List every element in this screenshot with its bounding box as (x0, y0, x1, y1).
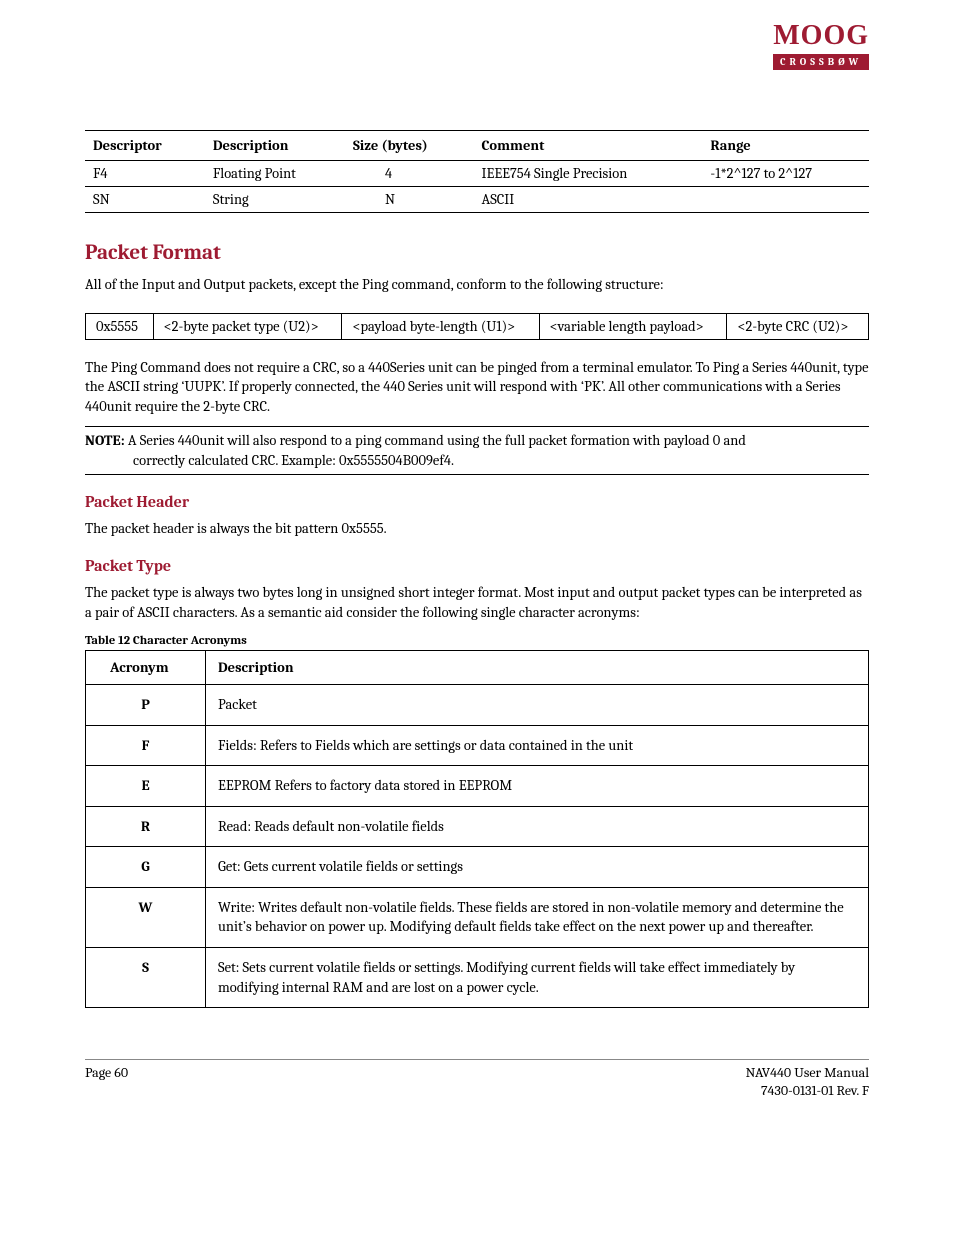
table-row: SN String N ASCII (85, 187, 869, 213)
col-range: Range (702, 131, 869, 161)
body-paragraph: The packet type is always two bytes long… (85, 583, 869, 622)
note-label: NOTE: (85, 432, 125, 449)
cell-acronym: R (86, 806, 206, 847)
cell-acronym: S (86, 948, 206, 1008)
note-box: NOTE: A Series 440unit will also respond… (85, 426, 869, 475)
logo-top: MOOG (773, 20, 869, 52)
footer-doc-rev: 7430-0131-01 Rev. F (746, 1082, 869, 1100)
cell-desc: Write: Writes default non-volatile field… (206, 887, 869, 947)
footer-doc-title: NAV440 User Manual (746, 1064, 869, 1082)
note-text-line1: A Series 440unit will also respond to a … (128, 432, 746, 449)
col-comment: Comment (474, 131, 703, 161)
section-heading: Packet Format (85, 241, 869, 265)
cell-desc: Packet (206, 685, 869, 726)
page-footer: Page 60 NAV440 User Manual 7430-0131-01 … (85, 1059, 869, 1100)
footer-doc-info: NAV440 User Manual 7430-0131-01 Rev. F (746, 1064, 869, 1100)
cell: <2-byte CRC (U2)> (727, 313, 869, 339)
cell (702, 187, 869, 213)
descriptor-table: Descriptor Description Size (bytes) Comm… (85, 130, 869, 213)
col-acronym: Acronym (86, 651, 206, 685)
cell: <2-byte packet type (U2)> (153, 313, 342, 339)
cell: N (345, 187, 474, 213)
ping-paragraph: The Ping Command does not require a CRC,… (85, 358, 869, 417)
col-description: Description (206, 651, 869, 685)
table-caption: Table 12 Character Acronyms (85, 634, 869, 648)
table-row: G Get: Gets current volatile fields or s… (86, 847, 869, 888)
col-descriptor: Descriptor (85, 131, 205, 161)
table-row: 0x5555 <2-byte packet type (U2)> <payloa… (86, 313, 869, 339)
body-paragraph: The packet header is always the bit patt… (85, 519, 869, 539)
cell: SN (85, 187, 205, 213)
table-row: F Fields: Refers to Fields which are set… (86, 725, 869, 766)
cell: ASCII (474, 187, 703, 213)
col-description: Description (205, 131, 345, 161)
cell-acronym: F (86, 725, 206, 766)
table-header-row: Acronym Description (86, 651, 869, 685)
cell: <variable length payload> (539, 313, 727, 339)
cell: -1*2^127 to 2^127 (702, 161, 869, 187)
table-row: W Write: Writes default non-volatile fie… (86, 887, 869, 947)
note-text-line2: correctly calculated CRC. Example: 0x555… (85, 451, 869, 471)
cell-desc: EEPROM Refers to factory data stored in … (206, 766, 869, 807)
cell-desc: Set: Sets current volatile fields or set… (206, 948, 869, 1008)
table-row: R Read: Reads default non-volatile field… (86, 806, 869, 847)
cell-acronym: W (86, 887, 206, 947)
col-size: Size (bytes) (345, 131, 474, 161)
footer-page-number: Page 60 (85, 1064, 128, 1081)
cell: <payload byte-length (U1)> (342, 313, 539, 339)
logo: MOOG CROSSBØW (773, 20, 869, 70)
cell-acronym: E (86, 766, 206, 807)
packet-structure-table: 0x5555 <2-byte packet type (U2)> <payloa… (85, 313, 869, 340)
cell-acronym: P (86, 685, 206, 726)
cell: 4 (345, 161, 474, 187)
cell: F4 (85, 161, 205, 187)
cell: IEEE754 Single Precision (474, 161, 703, 187)
cell: String (205, 187, 345, 213)
cell: Floating Point (205, 161, 345, 187)
logo-bottom: CROSSBØW (773, 54, 869, 70)
table-row: E EEPROM Refers to factory data stored i… (86, 766, 869, 807)
table-header-row: Descriptor Description Size (bytes) Comm… (85, 131, 869, 161)
table-row: P Packet (86, 685, 869, 726)
cell-desc: Get: Gets current volatile fields or set… (206, 847, 869, 888)
cell-desc: Read: Reads default non-volatile fields (206, 806, 869, 847)
acronym-table: Acronym Description P Packet F Fields: R… (85, 650, 869, 1008)
cell-acronym: G (86, 847, 206, 888)
subsection-heading: Packet Type (85, 557, 869, 575)
subsection-heading: Packet Header (85, 493, 869, 511)
intro-paragraph: All of the Input and Output packets, exc… (85, 275, 869, 295)
cell: 0x5555 (86, 313, 154, 339)
table-row: S Set: Sets current volatile fields or s… (86, 948, 869, 1008)
cell-desc: Fields: Refers to Fields which are setti… (206, 725, 869, 766)
table-row: F4 Floating Point 4 IEEE754 Single Preci… (85, 161, 869, 187)
